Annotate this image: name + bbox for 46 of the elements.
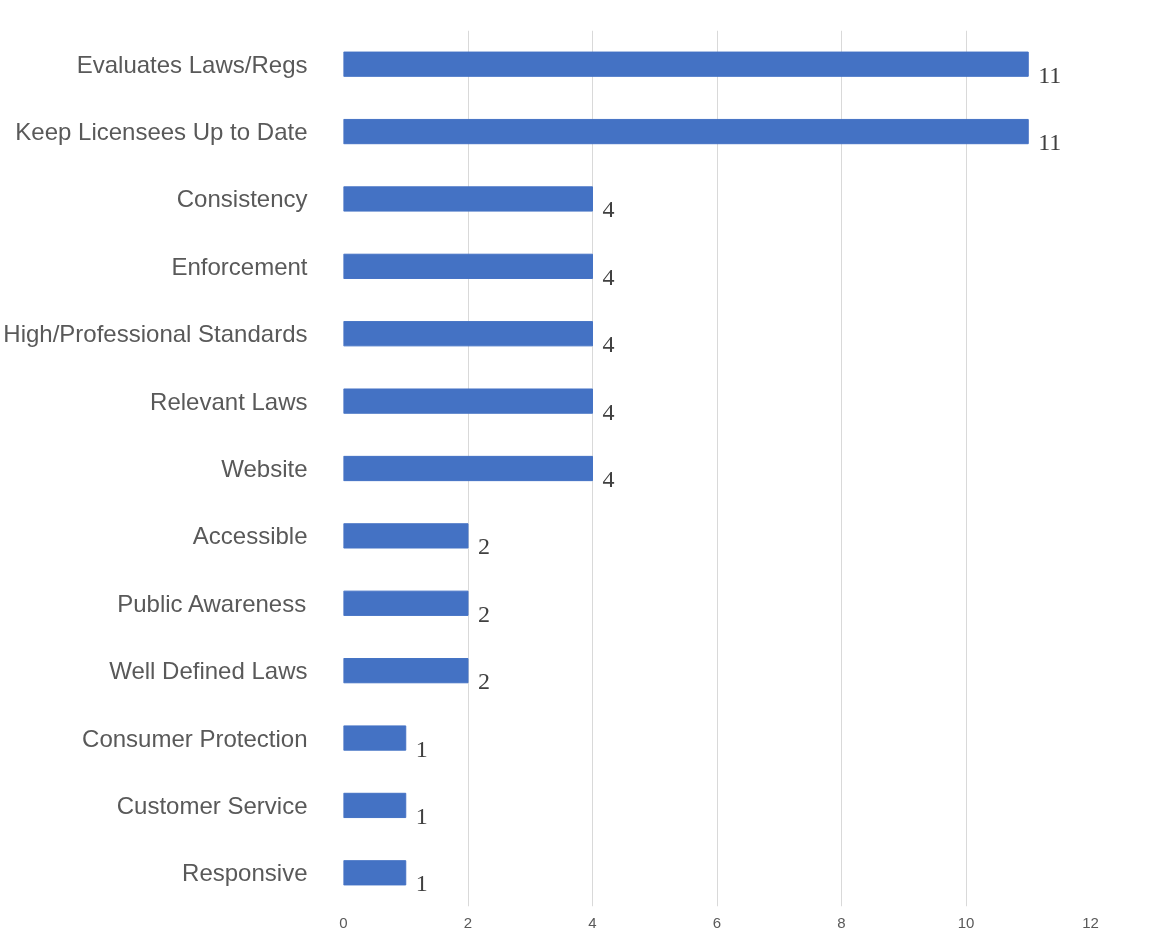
data-label: 11 — [1038, 129, 1062, 156]
data-label: 4 — [602, 263, 615, 290]
bar — [343, 725, 407, 751]
y-tick-label: Well Defined Laws — [109, 657, 308, 685]
data-label: 2 — [478, 668, 490, 695]
data-label: 2 — [478, 533, 490, 560]
bar — [343, 321, 593, 347]
bar — [343, 118, 1029, 145]
x-tick-label: 2 — [463, 913, 473, 931]
bar — [343, 186, 593, 212]
y-tick-label: Keep Licensees Up to Date — [15, 118, 308, 146]
y-tick-label: Relevant Laws — [150, 387, 308, 415]
data-label: 1 — [415, 870, 428, 897]
y-tick-label: Evaluates Laws/Regs — [76, 50, 308, 78]
bar — [343, 590, 469, 616]
y-tick-label: Customer Service — [116, 791, 308, 819]
y-tick-label: Accessible — [192, 522, 308, 550]
x-tick-label: 4 — [588, 913, 597, 931]
data-label: 4 — [602, 196, 615, 223]
y-tick-label: Consistency — [176, 185, 308, 213]
x-tick-label: 0 — [339, 913, 348, 931]
data-label: 2 — [478, 600, 490, 627]
data-label: 11 — [1038, 61, 1062, 88]
bar — [343, 860, 407, 886]
bar — [343, 455, 593, 482]
y-tick-label: Responsive — [182, 859, 308, 887]
y-tick-label: Public Awareness — [117, 589, 307, 617]
bar — [343, 658, 469, 684]
bar — [343, 253, 593, 279]
data-label: 1 — [415, 735, 428, 762]
y-tick-label: Enforcement — [171, 252, 308, 280]
data-label: 4 — [602, 466, 615, 492]
y-tick-label: High/Professional Standards — [3, 320, 308, 348]
bar — [343, 51, 1029, 77]
data-label: 4 — [602, 331, 615, 358]
x-tick-label: 10 — [957, 913, 975, 931]
x-tick-label: 6 — [712, 913, 722, 931]
y-tick-label: Consumer Protection — [82, 724, 308, 752]
x-tick-label: 8 — [837, 913, 846, 931]
data-label: 1 — [415, 802, 428, 829]
bar — [343, 523, 469, 549]
data-label: 4 — [602, 398, 615, 425]
y-tick-label: Website — [221, 455, 308, 482]
bar — [343, 388, 593, 414]
bar — [343, 792, 407, 819]
x-tick-label: 12 — [1082, 913, 1099, 931]
